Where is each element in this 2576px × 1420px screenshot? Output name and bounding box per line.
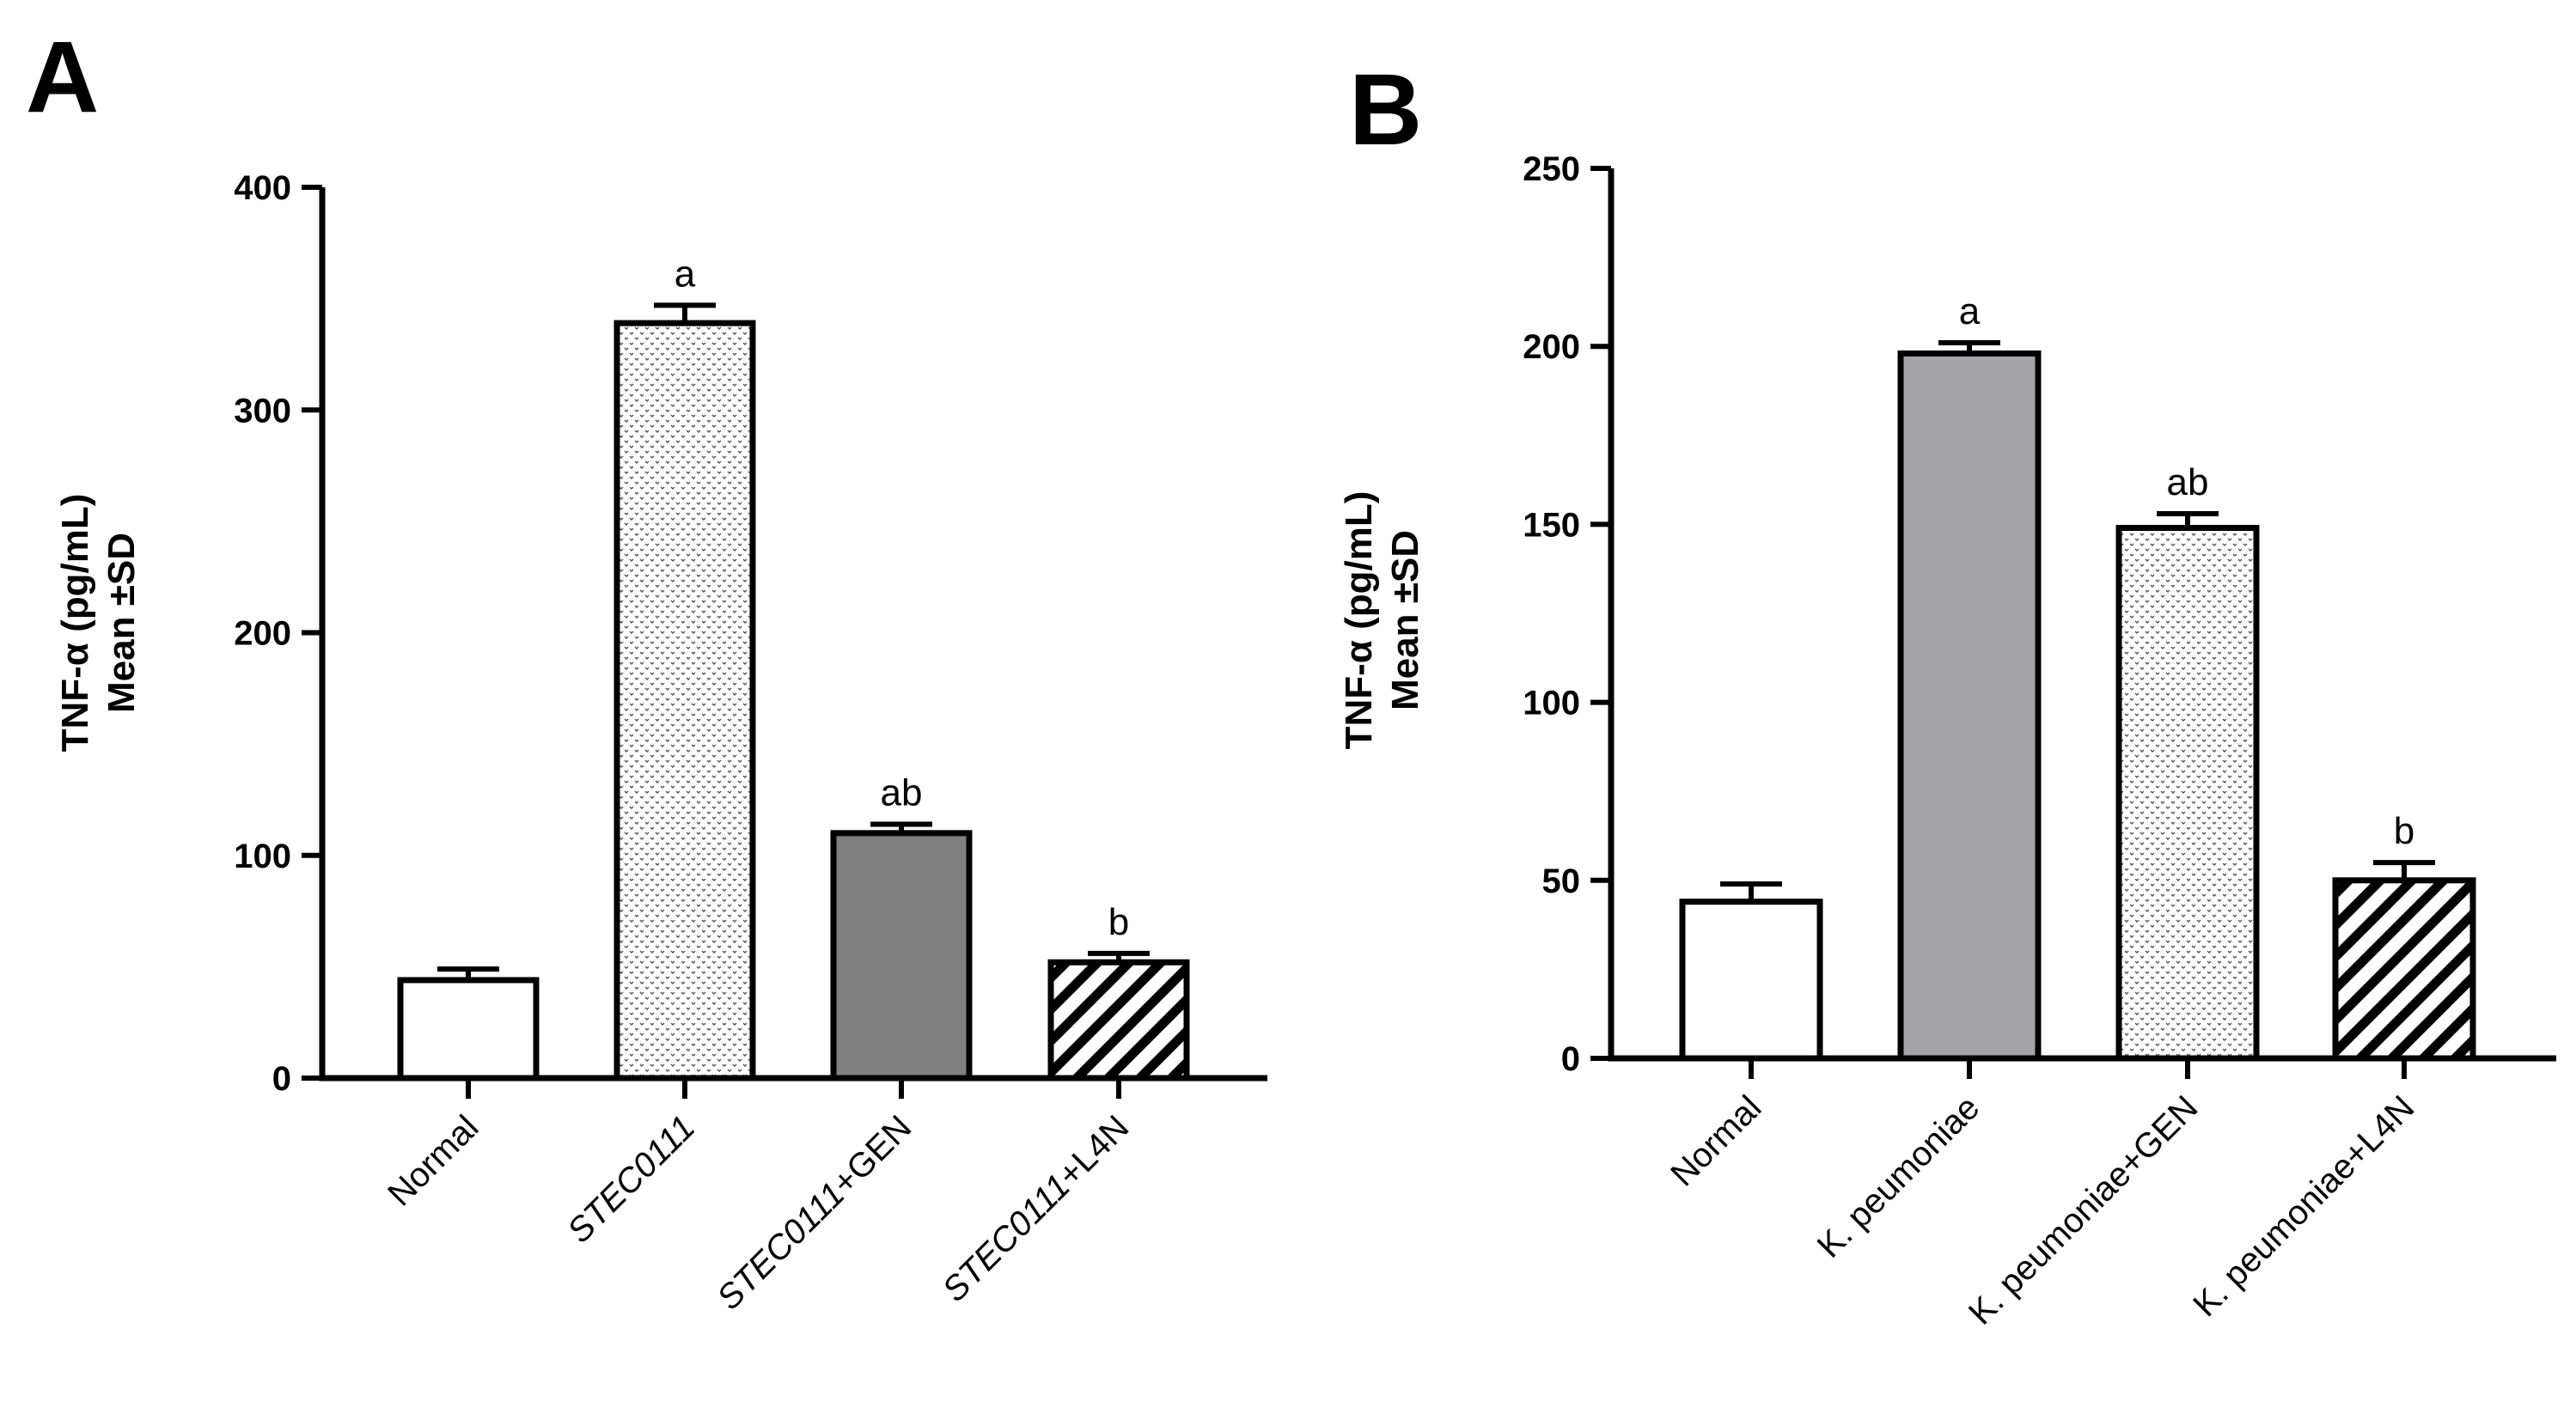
y-axis-label-b: TNF-α (pg/mL) Mean ±SD [1338, 491, 1426, 750]
category-label-a: Normal [381, 1108, 485, 1213]
bar-a [830, 830, 973, 1082]
category-label-part: +L4N [1051, 1108, 1137, 1194]
category-label-part: STEC0111 [560, 1108, 702, 1250]
plot-area-a: 0100200300400NormalaSTEC0111abSTEC0111+G… [234, 169, 1267, 1317]
y-tick-label-a: 300 [234, 392, 291, 430]
y-axis-label-a: TNF-α (pg/mL) Mean ±SD [54, 494, 143, 753]
plot-area-b: 0 50 100 150 200 250 Normal a K. peumoniae ab K. p… [1523, 150, 2556, 1332]
bar-b [1679, 899, 1823, 1062]
category-label-a: STEC0111+GEN [710, 1108, 919, 1317]
category-label-part: Normal [1663, 1088, 1768, 1193]
y-axis-label-b-line2: Mean ±SD [1384, 530, 1426, 710]
bar-a [397, 977, 540, 1082]
y-axis-label-b-line1: TNF-α (pg/mL) [1338, 491, 1380, 750]
y-tick-label-b: 150 [1523, 506, 1580, 544]
category-label-b: K. peumoniae+L4N [2186, 1088, 2421, 1324]
significance-label-b: ab [2167, 461, 2209, 503]
category-label-b: Normal [1663, 1088, 1768, 1193]
significance-label-b: b [2394, 810, 2414, 852]
bar-b [2115, 525, 2260, 1062]
y-tick-label-b: 100 [1523, 685, 1580, 722]
category-label-part: +GEN [825, 1108, 919, 1202]
category-label-part: K. peumoniae+L4N [2186, 1088, 2421, 1324]
y-tick-label-b: 50 [1542, 862, 1581, 900]
category-label-b: K. peumoniae+GEN [1962, 1088, 2205, 1332]
y-tick-label-a: 200 [234, 615, 291, 653]
significance-label-a: a [675, 253, 696, 295]
bar-a [613, 320, 756, 1082]
chart-panel-a: A TNF-α (pg/mL) Mean ±SD 0 100 200 300 400 No… [26, 21, 1267, 1317]
category-label-part: K. peumoniae+GEN [1962, 1088, 2205, 1332]
chart-panel-b: B TNF-α (pg/mL) Mean ±SD 0 50 100 150 200 250… [1338, 53, 2556, 1332]
category-label-part: STEC0111 [936, 1167, 1077, 1309]
significance-label-a: b [1108, 901, 1129, 943]
y-axis-label-a-line2: Mean ±SD [101, 533, 143, 713]
y-tick-label-a: 100 [234, 838, 291, 875]
y-tick-label-b: 200 [1523, 328, 1580, 366]
y-tick-label-b: 250 [1523, 150, 1580, 188]
bar-b [1897, 350, 2042, 1062]
category-label-b: K. peumoniae [1810, 1088, 1987, 1265]
significance-label-b: a [1959, 290, 1981, 332]
y-tick-label-b: 0 [1561, 1040, 1580, 1078]
category-label-part: STEC0111 [710, 1175, 852, 1317]
category-label-a: STEC0111+L4N [936, 1108, 1137, 1309]
significance-label-a: ab [881, 771, 923, 814]
panel-letter-b: B [1349, 53, 1422, 167]
y-axis-label-a-line1: TNF-α (pg/mL) [54, 494, 96, 753]
panel-letter-a: A [26, 21, 99, 134]
bar-b [2332, 877, 2476, 1062]
category-label-part: K. peumoniae [1810, 1088, 1987, 1265]
y-tick-label-a: 400 [234, 169, 291, 207]
category-label-part: Normal [381, 1108, 485, 1213]
bar-a [1047, 959, 1190, 1082]
category-label-a: STEC0111 [560, 1108, 702, 1250]
y-tick-label-a: 0 [272, 1060, 291, 1098]
